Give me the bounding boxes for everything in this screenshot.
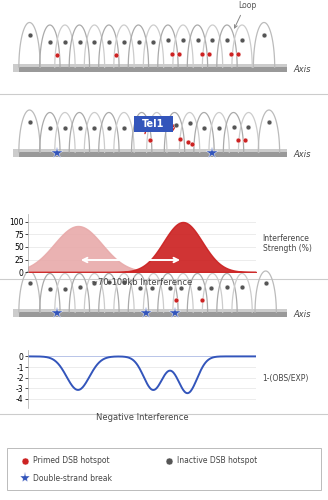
Text: Axis: Axis [294, 65, 311, 74]
Bar [13, 150, 19, 158]
Text: Axis: Axis [294, 310, 311, 319]
FancyBboxPatch shape [134, 116, 173, 132]
Text: Pre-Activated
Loop: Pre-Activated Loop [222, 0, 273, 28]
Bar [18, 150, 287, 152]
Text: Double-strand break: Double-strand break [33, 474, 112, 482]
Text: Primed DSB hotspot: Primed DSB hotspot [33, 456, 110, 465]
FancyBboxPatch shape [7, 448, 321, 490]
Bar [18, 64, 287, 66]
Text: Tel1: Tel1 [142, 119, 165, 129]
Text: ~70-100kb Interference: ~70-100kb Interference [91, 278, 193, 286]
Bar [18, 150, 287, 158]
Bar [18, 310, 287, 312]
Bar [13, 310, 19, 318]
Text: Interference
Strength (%): Interference Strength (%) [263, 234, 312, 253]
Text: Negative Interference: Negative Interference [95, 413, 188, 422]
Bar [18, 64, 287, 72]
Text: 1-(OBS/EXP): 1-(OBS/EXP) [263, 374, 309, 383]
Bar [18, 310, 287, 318]
Text: Axis: Axis [294, 150, 311, 159]
Text: Inactive DSB hotspot: Inactive DSB hotspot [177, 456, 257, 465]
Bar [13, 64, 19, 72]
